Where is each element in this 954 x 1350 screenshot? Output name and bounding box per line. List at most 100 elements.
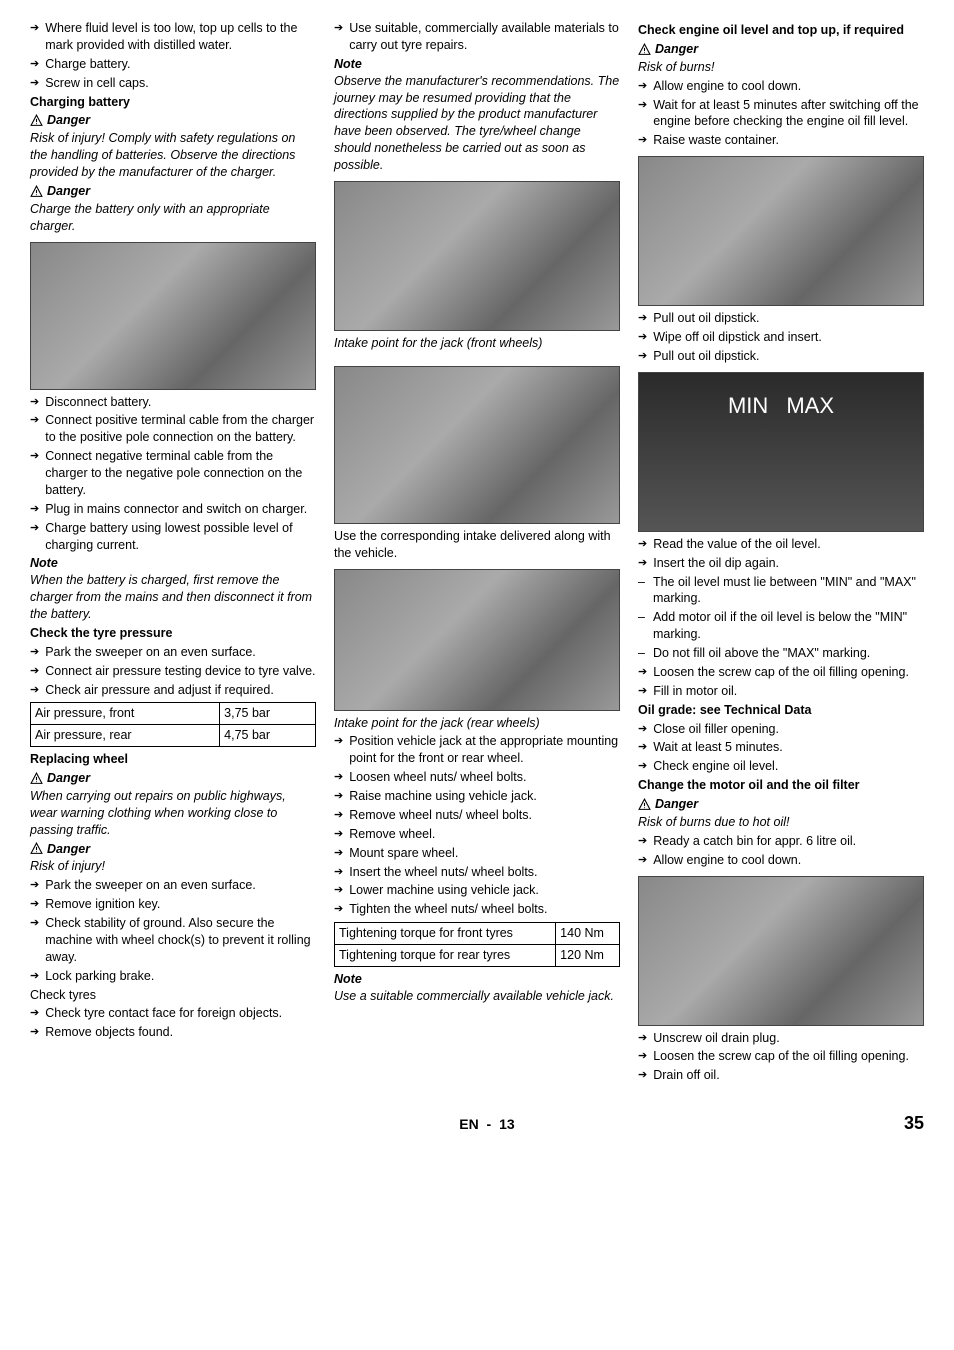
- list-item: Screw in cell caps.: [30, 75, 316, 92]
- max-label: MAX: [786, 391, 834, 421]
- table-air-pressure: Air pressure, front3,75 bar Air pressure…: [30, 702, 316, 747]
- list-item: Loosen wheel nuts/ wheel bolts.: [334, 769, 620, 786]
- note-text: Use a suitable commercially available ve…: [334, 988, 620, 1005]
- table-row: Air pressure, front3,75 bar: [31, 703, 316, 725]
- warning-icon: [638, 798, 651, 811]
- figure-engine-top: [638, 156, 924, 306]
- note-heading: Note: [334, 971, 620, 988]
- danger-heading: Danger: [30, 112, 316, 129]
- list-item: Wait at least 5 minutes.: [638, 739, 924, 756]
- heading-replacing-wheel: Replacing wheel: [30, 751, 316, 768]
- figure-battery-charger: [30, 242, 316, 390]
- list-item: Remove wheel nuts/ wheel bolts.: [334, 807, 620, 824]
- warning-icon: [30, 185, 43, 198]
- list-item: Park the sweeper on an even surface.: [30, 644, 316, 661]
- list-item: Charge battery using lowest possible lev…: [30, 520, 316, 554]
- list-item: Do not fill oil above the "MAX" marking.: [638, 645, 924, 662]
- list-item: Connect air pressure testing device to t…: [30, 663, 316, 680]
- danger-text: When carrying out repairs on public high…: [30, 788, 316, 839]
- list-item: Pull out oil dipstick.: [638, 310, 924, 327]
- note-heading: Note: [334, 56, 620, 73]
- footer-sep: -: [487, 1116, 492, 1132]
- list-item: Check tyre contact face for foreign obje…: [30, 1005, 316, 1022]
- list-item: Fill in motor oil.: [638, 683, 924, 700]
- footer-global-page: 35: [904, 1111, 924, 1135]
- list-item: Add motor oil if the oil level is below …: [638, 609, 924, 643]
- list-item: Remove ignition key.: [30, 896, 316, 913]
- list-item: Check engine oil level.: [638, 758, 924, 775]
- list-item: The oil level must lie between "MIN" and…: [638, 574, 924, 608]
- table-row: Air pressure, rear4,75 bar: [31, 725, 316, 747]
- list-item: Connect positive terminal cable from the…: [30, 412, 316, 446]
- page-columns: Where fluid level is too low, top up cel…: [30, 20, 924, 1086]
- page-footer: EN - 13 35: [30, 1111, 924, 1135]
- danger-heading: Danger: [638, 41, 924, 58]
- list-item: Use suitable, commercially available mat…: [334, 20, 620, 54]
- danger-heading: Danger: [30, 841, 316, 858]
- table-row: Tightening torque for rear tyres120 Nm: [335, 945, 620, 967]
- list-item: Raise machine using vehicle jack.: [334, 788, 620, 805]
- figure-jack-intake: [334, 366, 620, 524]
- figure-caption: Intake point for the jack (front wheels): [334, 335, 620, 352]
- heading-check-oil: Check engine oil level and top up, if re…: [638, 22, 924, 39]
- list-item: Plug in mains connector and switch on ch…: [30, 501, 316, 518]
- figure-jack-front: [334, 181, 620, 331]
- list-item: Wipe off oil dipstick and insert.: [638, 329, 924, 346]
- list-item: Allow engine to cool down.: [638, 852, 924, 869]
- list-item: Connect negative terminal cable from the…: [30, 448, 316, 499]
- list-item: Where fluid level is too low, top up cel…: [30, 20, 316, 54]
- list-item: Position vehicle jack at the appropriate…: [334, 733, 620, 767]
- list-item: Read the value of the oil level.: [638, 536, 924, 553]
- figure-caption: Intake point for the jack (rear wheels): [334, 715, 620, 732]
- column-1: Where fluid level is too low, top up cel…: [30, 20, 316, 1086]
- warning-icon: [30, 114, 43, 127]
- list-item: Charge battery.: [30, 56, 316, 73]
- danger-text: Risk of burns due to hot oil!: [638, 814, 924, 831]
- warning-icon: [30, 842, 43, 855]
- list-item: Tighten the wheel nuts/ wheel bolts.: [334, 901, 620, 918]
- table-row: Tightening torque for front tyres140 Nm: [335, 923, 620, 945]
- danger-heading: Danger: [638, 796, 924, 813]
- list-item: Loosen the screw cap of the oil filling …: [638, 1048, 924, 1065]
- body-text: Use the corresponding intake delivered a…: [334, 528, 620, 562]
- list-item: Mount spare wheel.: [334, 845, 620, 862]
- danger-heading: Danger: [30, 183, 316, 200]
- list-item: Close oil filler opening.: [638, 721, 924, 738]
- heading-charging-battery: Charging battery: [30, 94, 316, 111]
- danger-text: Risk of injury!: [30, 858, 316, 875]
- list-item: Ready a catch bin for appr. 6 litre oil.: [638, 833, 924, 850]
- heading-oil-grade: Oil grade: see Technical Data: [638, 702, 924, 719]
- list-item: Lock parking brake.: [30, 968, 316, 985]
- subheading-check-tyres: Check tyres: [30, 987, 316, 1004]
- list-item: Check stability of ground. Also secure t…: [30, 915, 316, 966]
- danger-heading: Danger: [30, 770, 316, 787]
- note-heading: Note: [30, 555, 316, 572]
- list-item: Remove objects found.: [30, 1024, 316, 1041]
- footer-lang: EN: [459, 1116, 478, 1132]
- column-3: Check engine oil level and top up, if re…: [638, 20, 924, 1086]
- column-2: Use suitable, commercially available mat…: [334, 20, 620, 1086]
- list-item: Park the sweeper on an even surface.: [30, 877, 316, 894]
- warning-icon: [30, 772, 43, 785]
- figure-oil-drain: [638, 876, 924, 1026]
- figure-dipstick-minmax: MIN MAX: [638, 372, 924, 532]
- min-label: MIN: [728, 391, 768, 421]
- danger-text: Risk of burns!: [638, 59, 924, 76]
- list-item: Drain off oil.: [638, 1067, 924, 1084]
- figure-jack-rear: [334, 569, 620, 711]
- list-item: Raise waste container.: [638, 132, 924, 149]
- danger-text: Charge the battery only with an appropri…: [30, 201, 316, 235]
- table-torque: Tightening torque for front tyres140 Nm …: [334, 922, 620, 967]
- list-item: Insert the wheel nuts/ wheel bolts.: [334, 864, 620, 881]
- footer-center: EN - 13: [459, 1115, 514, 1134]
- list-item: Insert the oil dip again.: [638, 555, 924, 572]
- list-item: Unscrew oil drain plug.: [638, 1030, 924, 1047]
- note-text: Observe the manufacturer's recommendatio…: [334, 73, 620, 174]
- list-item: Remove wheel.: [334, 826, 620, 843]
- heading-tyre-pressure: Check the tyre pressure: [30, 625, 316, 642]
- list-item: Wait for at least 5 minutes after switch…: [638, 97, 924, 131]
- list-item: Lower machine using vehicle jack.: [334, 882, 620, 899]
- note-text: When the battery is charged, first remov…: [30, 572, 316, 623]
- list-item: Pull out oil dipstick.: [638, 348, 924, 365]
- list-item: Disconnect battery.: [30, 394, 316, 411]
